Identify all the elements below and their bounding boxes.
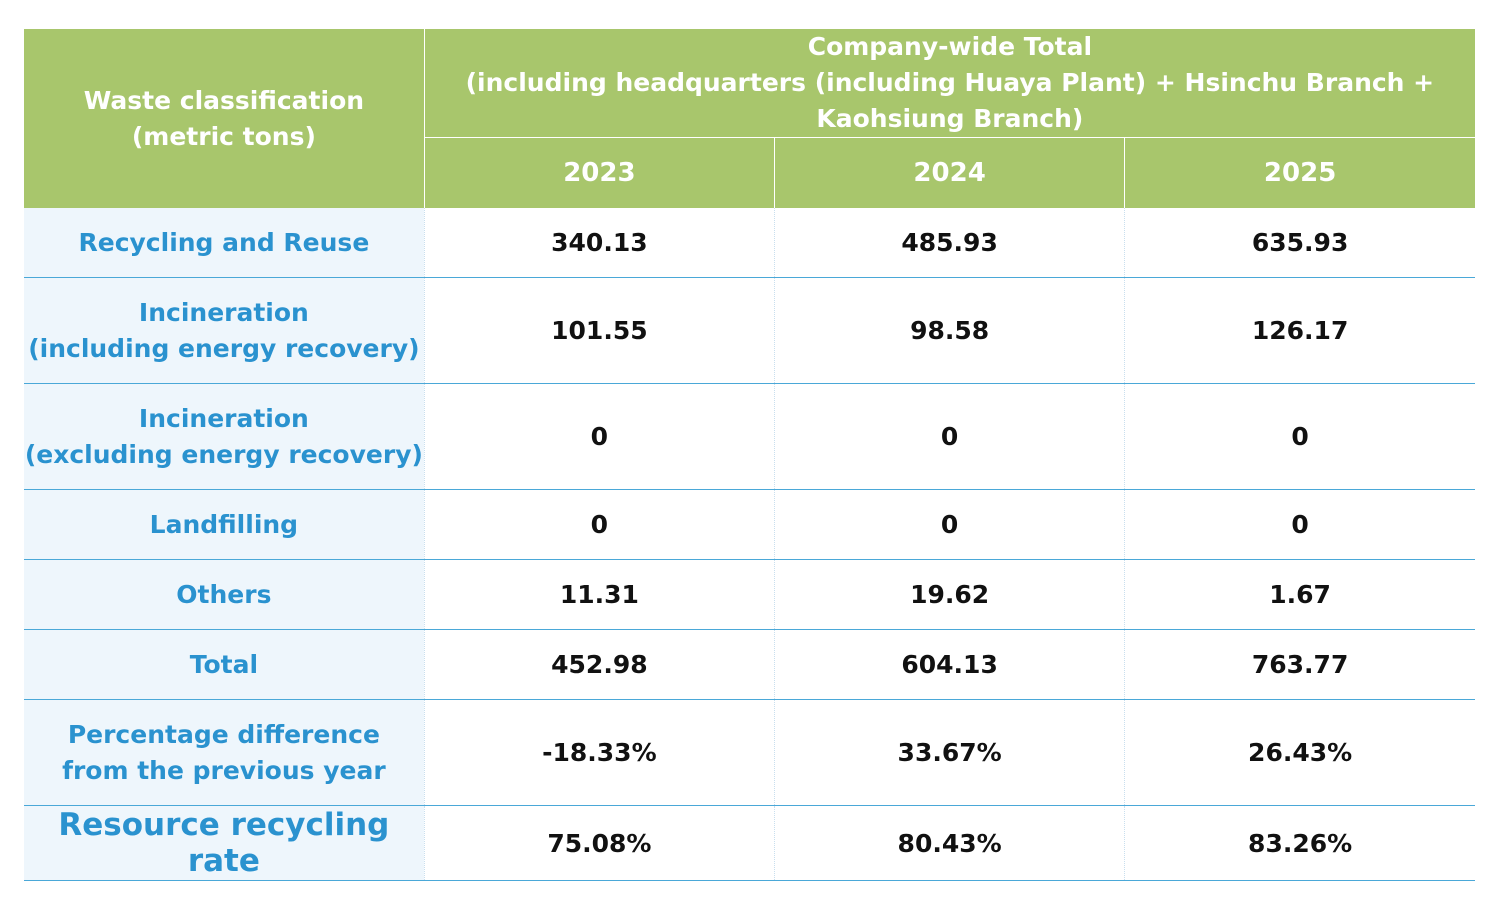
cell-value: 604.13 xyxy=(773,629,1125,700)
table-row-recycling-reuse: Recycling and Reuse 340.13 485.93 635.93 xyxy=(24,208,1475,278)
cell-value: 0 xyxy=(423,383,775,490)
row-label-line1: Percentage difference xyxy=(67,719,380,749)
cell-value: 19.62 xyxy=(773,559,1125,630)
row-label: Recycling and Reuse xyxy=(24,208,425,278)
cell-value: 11.31 xyxy=(423,559,775,630)
row-label-line2: (excluding energy recovery) xyxy=(24,439,423,469)
cell-value: 26.43% xyxy=(1124,699,1475,806)
corner-header-line2: (metric tons) xyxy=(131,121,316,151)
cell-value: 80.43% xyxy=(773,805,1125,881)
row-label: Resource recycling rate xyxy=(24,805,425,881)
cell-value: 1.67 xyxy=(1124,559,1475,630)
cell-value: -18.33% xyxy=(423,699,775,806)
row-label-line2: from the previous year xyxy=(62,755,386,785)
row-label: Incineration (including energy recovery) xyxy=(24,277,425,384)
cell-value: 485.93 xyxy=(773,208,1125,278)
row-label: Incineration (excluding energy recovery) xyxy=(24,383,425,490)
year-header-2024: 2024 xyxy=(774,137,1126,208)
cell-value: 763.77 xyxy=(1124,629,1475,700)
row-label-line1: Resource recycling rate xyxy=(58,807,390,879)
table-row-incineration-excl: Incineration (excluding energy recovery)… xyxy=(24,383,1475,490)
row-label: Percentage difference from the previous … xyxy=(24,699,425,806)
cell-value: 33.67% xyxy=(773,699,1125,806)
cell-value: 0 xyxy=(773,383,1125,490)
row-label-line1: Incineration xyxy=(138,403,309,433)
cell-value: 0 xyxy=(1124,383,1475,490)
row-label-line1: Landfilling xyxy=(149,509,299,539)
cell-value: 98.58 xyxy=(773,277,1125,384)
table-row-landfilling: Landfilling 0 0 0 xyxy=(24,489,1475,560)
row-label-line1: Total xyxy=(189,649,259,679)
cell-value: 101.55 xyxy=(423,277,775,384)
table-row-total: Total 452.98 604.13 763.77 xyxy=(24,629,1475,700)
cell-value: 0 xyxy=(423,489,775,560)
company-total-header-line1: Company-wide Total xyxy=(807,32,1093,61)
cell-value: 452.98 xyxy=(423,629,775,700)
row-label: Others xyxy=(24,559,425,630)
cell-value: 83.26% xyxy=(1124,805,1475,881)
cell-value: 126.17 xyxy=(1124,277,1475,384)
corner-header: Waste classification (metric tons) xyxy=(24,29,425,208)
company-total-header: Company-wide Total (including headquarte… xyxy=(424,29,1475,138)
table-row-percentage-difference: Percentage difference from the previous … xyxy=(24,699,1475,806)
table-row-resource-recycling-rate: Resource recycling rate 75.08% 80.43% 83… xyxy=(24,805,1475,881)
corner-header-line1: Waste classification xyxy=(83,85,365,115)
table-row-others: Others 11.31 19.62 1.67 xyxy=(24,559,1475,630)
company-total-header-line2: (including headquarters (including Huaya… xyxy=(465,68,1435,133)
table-row-incineration-incl: Incineration (including energy recovery)… xyxy=(24,277,1475,384)
year-header-2023: 2023 xyxy=(424,137,776,208)
cell-value: 0 xyxy=(773,489,1125,560)
waste-classification-table: Waste classification (metric tons) Compa… xyxy=(24,29,1475,881)
row-label-line1: Recycling and Reuse xyxy=(78,227,370,257)
row-label-line1: Incineration xyxy=(138,297,309,327)
cell-value: 0 xyxy=(1124,489,1475,560)
row-label-line2: (including energy recovery) xyxy=(28,333,420,363)
row-label-line1: Others xyxy=(176,579,272,609)
waste-table-container: Waste classification (metric tons) Compa… xyxy=(24,29,1475,881)
row-label: Landfilling xyxy=(24,489,425,560)
cell-value: 340.13 xyxy=(423,208,775,278)
year-header-2025: 2025 xyxy=(1124,137,1475,208)
row-label: Total xyxy=(24,629,425,700)
cell-value: 75.08% xyxy=(423,805,775,881)
cell-value: 635.93 xyxy=(1124,208,1475,278)
